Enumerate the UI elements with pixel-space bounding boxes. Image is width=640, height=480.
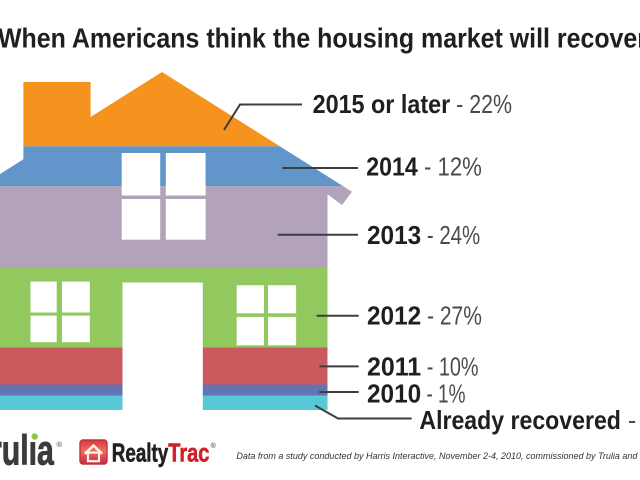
svg-text:2013 - 24%: 2013 - 24% — [367, 220, 480, 250]
svg-text:2014 - 12%: 2014 - 12% — [366, 152, 482, 182]
svg-text:When Americans think the housi: When Americans think the housing market … — [0, 23, 640, 54]
svg-text:2010 - 1%: 2010 - 1% — [367, 379, 466, 409]
svg-text:®: ® — [211, 442, 217, 450]
svg-text:2011 - 10%: 2011 - 10% — [367, 351, 479, 381]
svg-text:Already recovered - 4%: Already recovered - 4% — [419, 405, 640, 435]
svg-text:2012 - 27%: 2012 - 27% — [367, 301, 482, 331]
svg-text:Data from a study conducted by: Data from a study conducted by Harris In… — [236, 451, 640, 461]
svg-text:2015 or later - 22%: 2015 or later - 22% — [313, 89, 512, 119]
svg-text:trulıa: trulıa — [0, 427, 54, 474]
svg-text:RealtyTrac: RealtyTrac — [112, 438, 210, 468]
svg-text:®: ® — [57, 440, 63, 449]
